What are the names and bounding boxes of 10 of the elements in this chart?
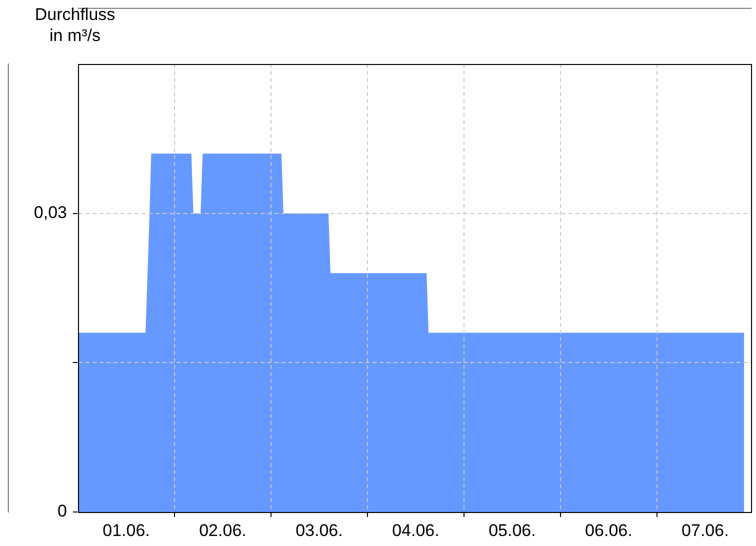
x-tick-label: 02.06. — [199, 520, 246, 540]
y-axis-title: Durchfluss in m³/s — [34, 4, 116, 46]
x-tick-label: 04.06. — [392, 520, 440, 540]
y-tick-label: 0,03 — [34, 203, 67, 222]
x-tick-label: 07.06. — [682, 520, 729, 540]
x-tick-label: 03.06. — [296, 520, 343, 540]
x-tick-label: 05.06. — [488, 520, 536, 540]
x-tick-label: 06.06. — [585, 520, 632, 540]
y-tick-label: 0 — [58, 502, 67, 521]
x-tick-label: 01.06. — [102, 520, 150, 540]
